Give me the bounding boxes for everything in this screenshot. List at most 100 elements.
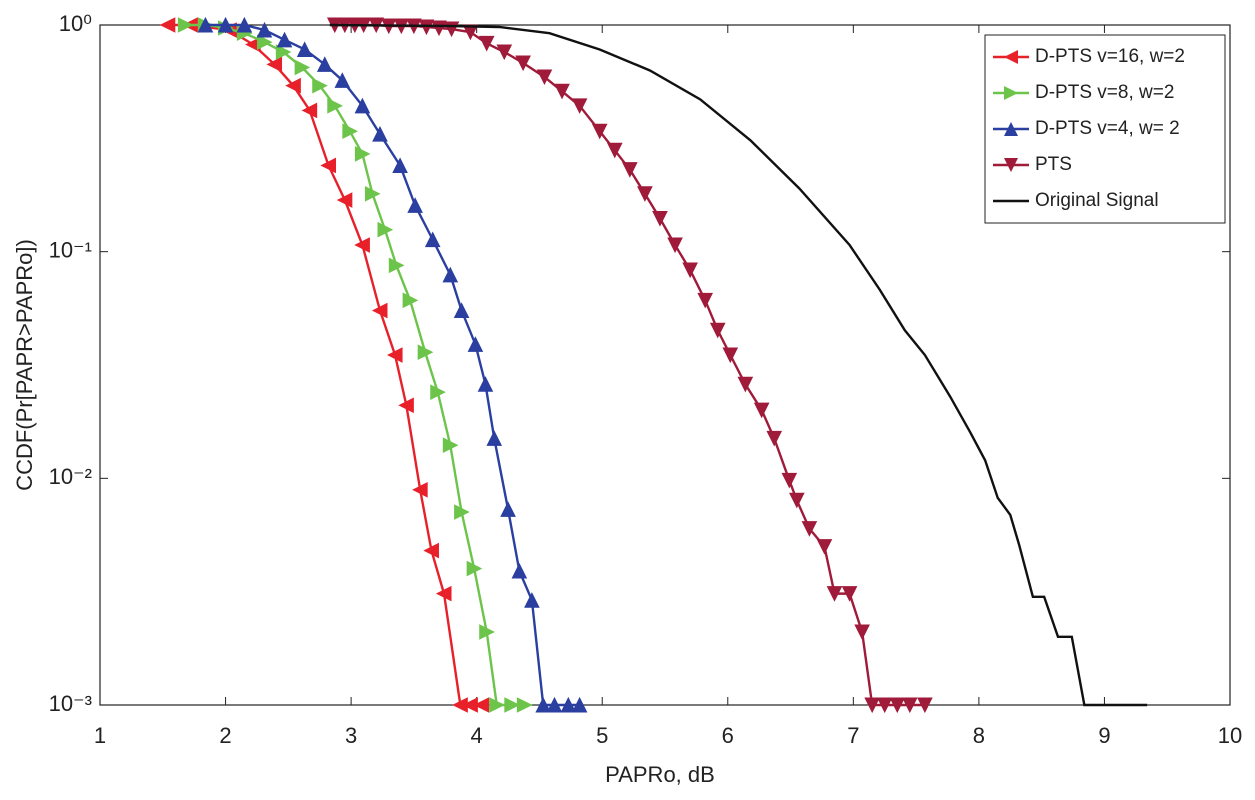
marker <box>354 237 370 253</box>
marker <box>467 336 484 352</box>
y-tick-label: 10⁻³ <box>49 691 92 716</box>
marker <box>816 539 833 555</box>
legend-label: D-PTS v=8, w=2 <box>1035 82 1174 103</box>
marker <box>571 98 588 114</box>
marker <box>398 397 414 414</box>
marker <box>327 98 343 114</box>
marker <box>554 83 570 100</box>
marker <box>466 560 483 577</box>
marker <box>781 472 798 489</box>
marker <box>197 16 214 33</box>
marker <box>453 302 470 319</box>
marker <box>256 34 273 50</box>
marker <box>652 211 668 227</box>
marker <box>917 697 933 714</box>
marker <box>536 69 553 86</box>
marker <box>801 521 818 537</box>
marker <box>500 501 516 517</box>
marker <box>854 624 870 641</box>
marker <box>571 696 588 713</box>
marker <box>312 77 328 94</box>
legend-marker <box>1004 122 1018 136</box>
series-line <box>329 23 1148 707</box>
marker <box>424 231 441 248</box>
marker <box>266 56 283 73</box>
marker <box>364 185 381 202</box>
y-tick-label: 10⁻² <box>49 464 92 489</box>
marker <box>473 697 490 713</box>
marker <box>737 376 754 393</box>
marker <box>217 16 234 33</box>
marker <box>412 481 428 498</box>
marker <box>454 504 470 520</box>
marker <box>864 697 880 714</box>
x-tick-label: 6 <box>722 723 734 748</box>
y-tick-label: 10⁻¹ <box>49 237 92 262</box>
marker <box>753 402 770 419</box>
marker <box>159 17 176 33</box>
marker <box>388 257 405 274</box>
marker <box>256 21 273 38</box>
marker <box>301 102 318 119</box>
legend-marker <box>1004 50 1018 64</box>
y-tick-label: 10⁰ <box>59 11 92 36</box>
marker <box>486 430 503 446</box>
marker <box>889 697 906 714</box>
marker <box>386 347 403 363</box>
marker <box>372 126 388 142</box>
marker <box>489 697 505 713</box>
marker <box>442 266 459 283</box>
marker <box>417 344 434 361</box>
marker <box>342 123 358 140</box>
x-tick-label: 1 <box>94 723 106 748</box>
marker <box>516 697 533 713</box>
marker <box>496 44 513 61</box>
legend-label: D-PTS v=4, w= 2 <box>1035 118 1180 139</box>
marker <box>622 162 638 178</box>
marker <box>535 696 552 713</box>
marker <box>316 56 333 72</box>
marker <box>275 44 292 60</box>
marker <box>402 292 419 309</box>
marker <box>177 17 194 33</box>
marker <box>236 16 253 33</box>
marker <box>560 696 577 713</box>
x-tick-label: 10 <box>1218 723 1242 748</box>
marker <box>637 186 653 202</box>
x-tick-label: 3 <box>345 723 357 748</box>
y-axis-label: CCDF(Pr[PAPR>PAPRo]) <box>12 239 37 491</box>
marker <box>902 697 918 714</box>
x-tick-label: 5 <box>596 723 608 748</box>
marker <box>876 697 893 714</box>
marker <box>392 157 408 173</box>
legend-marker <box>1004 86 1018 100</box>
marker <box>546 696 563 713</box>
marker <box>697 292 713 309</box>
marker <box>407 197 423 213</box>
marker <box>591 123 608 140</box>
marker <box>477 376 494 392</box>
marker <box>511 562 528 579</box>
x-tick-label: 9 <box>1098 723 1110 748</box>
x-tick-label: 4 <box>471 723 483 748</box>
legend-label: PTS <box>1035 154 1072 175</box>
marker <box>423 542 439 559</box>
marker <box>682 262 698 279</box>
marker <box>606 142 623 159</box>
marker <box>377 221 394 238</box>
marker <box>435 585 452 602</box>
marker <box>336 192 353 208</box>
marker <box>766 430 783 447</box>
marker <box>430 384 446 400</box>
legend-marker <box>1004 158 1018 172</box>
legend-label: Original Signal <box>1035 190 1159 211</box>
marker <box>789 492 805 509</box>
marker <box>442 437 459 454</box>
marker <box>826 586 843 602</box>
marker <box>334 72 351 88</box>
marker <box>667 237 683 254</box>
x-tick-label: 8 <box>973 723 985 748</box>
marker <box>276 31 293 48</box>
marker <box>478 35 495 52</box>
